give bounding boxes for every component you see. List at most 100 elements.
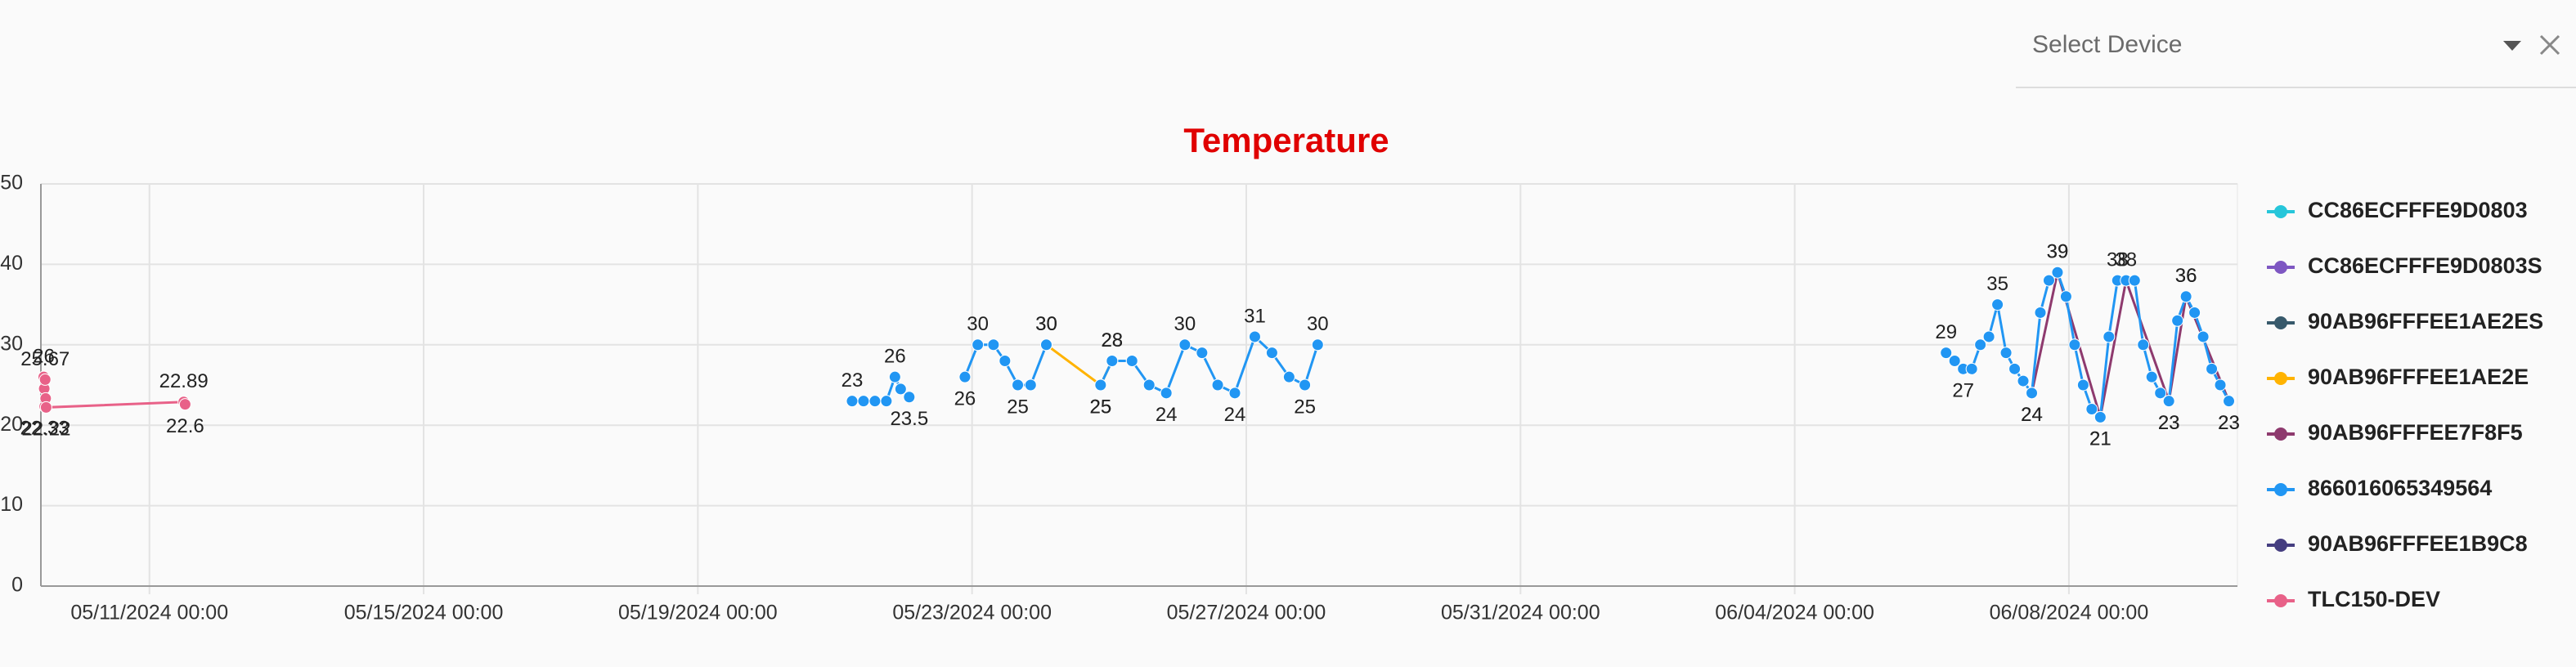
- data-label: 29: [1935, 321, 1957, 343]
- x-tick-label: 05/11/2024 00:00: [70, 602, 228, 624]
- legend-label[interactable]: TLC150-DEV: [2308, 587, 2440, 611]
- legend-marker[interactable]: [2274, 539, 2287, 552]
- data-label: 25.67: [20, 348, 70, 370]
- x-tick-label: 06/04/2024 00:00: [1715, 602, 1874, 624]
- data-label: 26: [33, 346, 55, 368]
- data-label: 30: [1035, 313, 1057, 335]
- data-label: 22.33: [20, 418, 70, 440]
- plot-area: [40, 183, 2238, 587]
- legend-marker[interactable]: [2274, 205, 2287, 218]
- data-label: 30: [967, 313, 989, 335]
- data-point: [1211, 378, 1224, 392]
- data-point: [1039, 338, 1052, 351]
- data-label: 30: [1307, 313, 1329, 335]
- data-point: [178, 398, 191, 411]
- y-tick-label: 50: [0, 172, 23, 195]
- dropdown-arrow[interactable]: [2503, 41, 2521, 51]
- y-tick-label: 20: [0, 413, 23, 436]
- data-point: [2206, 362, 2219, 375]
- data-label: 25: [1294, 396, 1316, 418]
- data-point: [2214, 378, 2227, 392]
- data-point: [1991, 298, 2004, 311]
- data-label: 22.22: [21, 419, 70, 441]
- data-point: [1248, 330, 1261, 343]
- device-select[interactable]: Select Device: [2016, 15, 2576, 88]
- data-point: [999, 354, 1012, 367]
- device-select-icons: [2503, 34, 2560, 56]
- legend-marker[interactable]: [2274, 594, 2287, 607]
- data-point: [2042, 274, 2055, 287]
- legend-marker[interactable]: [2274, 428, 2287, 441]
- data-label: 21: [2089, 428, 2112, 450]
- data-label: 24: [2021, 404, 2043, 426]
- legend-label[interactable]: 866016065349564: [2308, 476, 2492, 500]
- legend-label[interactable]: 90AB96FFFEE1AE2ES: [2308, 309, 2543, 334]
- data-label: 36: [2175, 265, 2197, 287]
- data-point: [1094, 378, 1107, 392]
- x-tick-label: 05/15/2024 00:00: [344, 602, 504, 624]
- data-label: 23: [2218, 412, 2240, 434]
- data-point: [1299, 378, 1312, 392]
- legend-marker[interactable]: [2274, 261, 2287, 274]
- data-point: [2085, 403, 2098, 416]
- data-label: 24: [1224, 404, 1246, 426]
- y-tick-label: 10: [0, 493, 23, 516]
- data-label: 25: [1089, 396, 1111, 418]
- data-point: [1142, 378, 1156, 392]
- legend-label[interactable]: 90AB96FFFEE1AE2E: [2308, 365, 2529, 389]
- y-tick-label: 30: [0, 332, 23, 355]
- data-point: [868, 395, 882, 408]
- data-point: [2051, 266, 2064, 279]
- data-point: [1948, 354, 1961, 367]
- data-point: [1974, 338, 1987, 351]
- data-label: 30: [1035, 313, 1057, 335]
- data-point: [1311, 338, 1324, 351]
- data-point: [2068, 338, 2081, 351]
- data-label: 25: [1089, 396, 1111, 418]
- legend-marker[interactable]: [2274, 316, 2287, 329]
- legend-marker[interactable]: [2274, 372, 2287, 385]
- x-tick-label: 05/19/2024 00:00: [618, 602, 778, 624]
- data-point: [1982, 330, 1995, 343]
- data-label: 21: [2089, 428, 2112, 450]
- data-point: [903, 391, 916, 404]
- data-point: [2094, 410, 2107, 423]
- data-point: [1999, 347, 2013, 360]
- data-point: [2171, 314, 2184, 327]
- legend-label[interactable]: 90AB96FFFEE7F8F5: [2308, 420, 2523, 445]
- data-label: 30: [1174, 313, 1196, 335]
- data-point: [2034, 306, 2047, 319]
- data-point: [1228, 387, 1241, 400]
- data-point: [880, 395, 893, 408]
- data-label: 39: [2047, 241, 2069, 263]
- x-tick-label: 06/08/2024 00:00: [1990, 602, 2149, 624]
- data-label: 24: [1156, 404, 1178, 426]
- chart-title: Temperature: [1183, 121, 1389, 159]
- data-point: [846, 395, 859, 408]
- data-point: [1106, 354, 1119, 367]
- data-label: 35: [1986, 273, 2008, 295]
- data-point: [1265, 347, 1278, 360]
- data-point: [2188, 306, 2201, 319]
- legend-label[interactable]: CC86ECFFFE9D0803S: [2308, 253, 2542, 278]
- clear-button[interactable]: [2539, 34, 2560, 56]
- legend-label[interactable]: 90AB96FFFEE1B9C8: [2308, 531, 2528, 556]
- data-point: [2197, 330, 2210, 343]
- data-label: 22.89: [159, 370, 209, 392]
- data-label: 28: [1101, 329, 1123, 351]
- data-label: 27: [1952, 380, 1974, 402]
- legend-marker[interactable]: [2274, 483, 2287, 496]
- data-point: [2179, 290, 2192, 303]
- legend-label[interactable]: CC86ECFFFE9D0803: [2308, 198, 2528, 222]
- data-point: [894, 383, 907, 396]
- data-point: [2128, 274, 2141, 287]
- data-point: [1196, 347, 1209, 360]
- device-select-placeholder: Select Device: [2032, 31, 2183, 58]
- data-point: [1282, 370, 1295, 383]
- data-label: 23: [2218, 412, 2240, 434]
- data-label: 28: [1101, 329, 1123, 351]
- data-point: [1940, 347, 1953, 360]
- data-label: 23: [841, 369, 864, 392]
- data-label: 23: [2158, 412, 2180, 434]
